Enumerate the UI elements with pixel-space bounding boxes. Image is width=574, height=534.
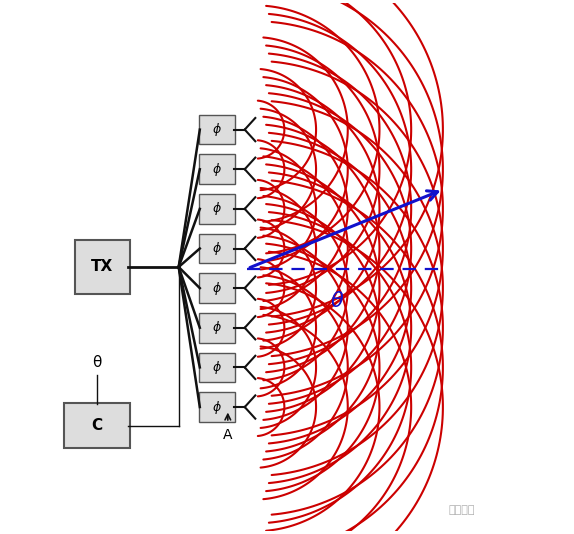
Text: θ: θ: [92, 355, 102, 370]
Text: $\phi$: $\phi$: [212, 240, 222, 257]
Text: 《量子位: 《量子位: [448, 505, 475, 515]
Text: $\phi$: $\phi$: [212, 359, 222, 376]
Text: $\phi$: $\phi$: [212, 200, 222, 217]
Text: $\phi$: $\phi$: [212, 319, 222, 336]
Text: TX: TX: [91, 260, 113, 274]
FancyBboxPatch shape: [64, 403, 130, 447]
FancyBboxPatch shape: [199, 115, 235, 144]
FancyBboxPatch shape: [199, 352, 235, 382]
FancyBboxPatch shape: [199, 234, 235, 263]
Text: $\phi$: $\phi$: [212, 161, 222, 178]
Text: $\theta$: $\theta$: [330, 292, 344, 311]
Text: $\phi$: $\phi$: [212, 398, 222, 415]
Text: C: C: [91, 418, 102, 433]
Text: A: A: [223, 428, 232, 442]
FancyBboxPatch shape: [199, 313, 235, 343]
FancyBboxPatch shape: [199, 194, 235, 224]
FancyBboxPatch shape: [75, 240, 130, 294]
FancyBboxPatch shape: [199, 154, 235, 184]
Text: $\phi$: $\phi$: [212, 280, 222, 297]
Text: $\phi$: $\phi$: [212, 121, 222, 138]
FancyBboxPatch shape: [199, 392, 235, 422]
FancyBboxPatch shape: [199, 273, 235, 303]
